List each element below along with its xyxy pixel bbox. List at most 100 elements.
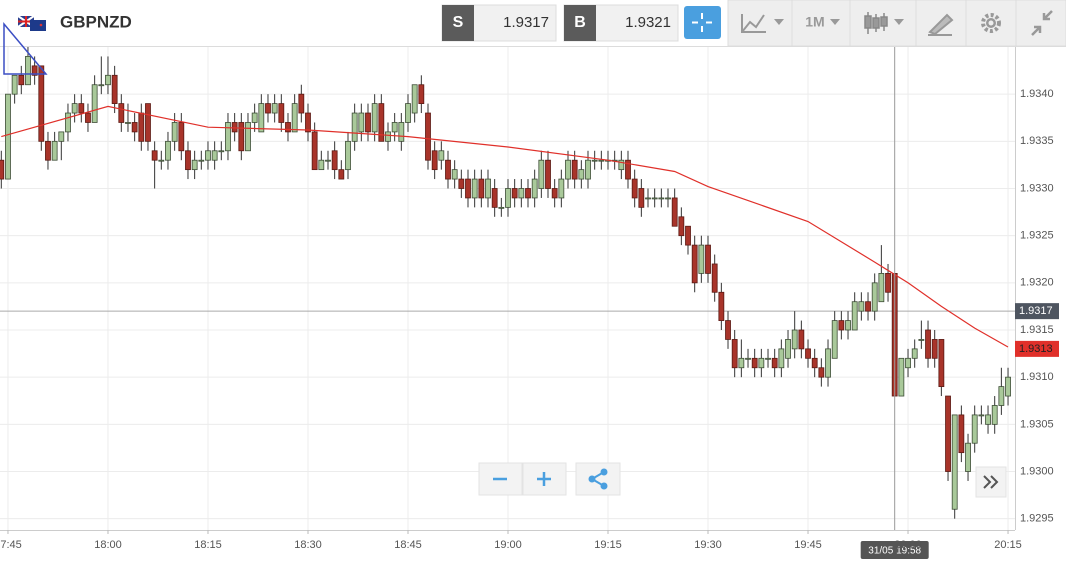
candle-body — [498, 206, 505, 209]
candle-body — [218, 150, 225, 153]
candle-body — [425, 112, 431, 161]
candle-body — [638, 188, 645, 208]
candle-body — [171, 122, 178, 142]
candle-body — [125, 122, 131, 124]
candle-body — [951, 414, 958, 510]
x-tick-label: 19:30 — [694, 539, 722, 551]
candle-style-button[interactable] — [849, 0, 917, 47]
candle-body — [745, 357, 751, 360]
candle-body — [51, 140, 58, 161]
candle-body — [538, 159, 545, 189]
candle-body — [105, 74, 111, 86]
timeframe: 1M — [805, 14, 824, 30]
candle-body — [91, 84, 98, 123]
candle-body — [165, 140, 171, 161]
candle-body — [291, 103, 298, 133]
y-tick-label: 1.9320 — [1020, 277, 1054, 289]
candle-body — [31, 65, 38, 76]
crosshair-button[interactable] — [684, 6, 721, 39]
candle-body — [965, 442, 971, 472]
toolbar: GBPNZD S 1.9317 B 1.9321 1M — [0, 0, 1066, 47]
candle-body — [998, 386, 1005, 406]
candle-body — [138, 112, 145, 142]
share-button[interactable] — [575, 462, 621, 496]
candle-body — [225, 122, 231, 152]
candle-body — [471, 178, 478, 199]
crosshair-label-box — [860, 541, 929, 559]
candle-body — [811, 357, 818, 369]
candle-body — [145, 103, 151, 142]
timeframe-button[interactable] — [791, 0, 851, 47]
candle-body — [258, 103, 265, 133]
candle-body — [465, 178, 471, 199]
drawing-triangle[interactable] — [3, 21, 48, 75]
candle-body — [518, 188, 525, 199]
last-price-box — [1015, 303, 1059, 320]
y-tick-label: 1.9340 — [1020, 88, 1054, 100]
candle-body — [231, 122, 238, 133]
buy-label: B — [574, 14, 586, 31]
candle-body — [371, 103, 378, 133]
candle-body — [525, 188, 531, 199]
y-tick-label: 1.9325 — [1020, 230, 1054, 242]
candle-body — [438, 150, 445, 161]
flag-icon — [17, 15, 46, 31]
candle-body — [825, 348, 831, 378]
candle-body — [685, 225, 691, 246]
candle-body — [718, 291, 725, 321]
candle-body — [478, 178, 485, 199]
x-tick-label: 18:30 — [294, 539, 322, 551]
candle-body — [805, 348, 811, 359]
candle-body — [191, 159, 198, 171]
candle-body — [905, 357, 911, 369]
candle-body — [65, 112, 71, 133]
candle-body — [445, 159, 451, 180]
candle-body — [58, 131, 65, 142]
x-tick-label: 19:15 — [594, 539, 622, 551]
crosshair-label: 31/05 19:58 — [868, 546, 921, 557]
candle-body — [38, 65, 45, 142]
candle-body — [818, 367, 825, 378]
candle-body — [985, 414, 991, 425]
candle-body — [271, 103, 278, 114]
x-tick-label: 18:45 — [394, 539, 422, 551]
candle-body — [658, 197, 665, 200]
candle-body — [858, 301, 865, 312]
candle-body — [845, 320, 851, 331]
candle-body — [0, 159, 5, 180]
collapse-button[interactable] — [1015, 0, 1066, 47]
candle-body — [178, 122, 185, 152]
candle-body — [671, 197, 678, 227]
candle-body — [385, 131, 391, 142]
candle-body — [338, 169, 345, 180]
overlay: 31/05 19:58 1.9317 1.9313 — [860, 303, 1059, 559]
candle-body — [691, 244, 698, 284]
candle-body — [865, 301, 871, 312]
ma-value-label: 1.9313 — [1019, 343, 1053, 355]
candle-body — [378, 103, 385, 142]
candle-body — [705, 244, 711, 274]
x-tick-label: 20:00 — [894, 539, 922, 551]
chart-type-button[interactable] — [727, 0, 793, 47]
candle-body — [285, 122, 291, 133]
candle-body — [325, 159, 331, 162]
candle-body — [331, 150, 338, 171]
candle-body — [531, 178, 538, 199]
candle-body — [278, 103, 285, 123]
candle-body — [791, 329, 798, 350]
symbol: GBPNZD — [60, 12, 132, 31]
candle-body — [778, 348, 785, 369]
candle-body — [678, 216, 685, 237]
candle-body — [751, 357, 758, 369]
candle-body — [1005, 376, 1011, 397]
candle-body — [25, 56, 31, 86]
candle-body — [911, 348, 918, 359]
x-tick-label: 20:15 — [994, 539, 1022, 551]
candle-body — [131, 122, 138, 133]
candle-body — [345, 140, 351, 171]
sell-price: 1.9317 — [503, 14, 549, 31]
candle-body — [918, 339, 925, 341]
candle-body — [711, 263, 718, 293]
last-price-label: 1.9317 — [1019, 305, 1053, 317]
candle-body — [651, 197, 658, 200]
